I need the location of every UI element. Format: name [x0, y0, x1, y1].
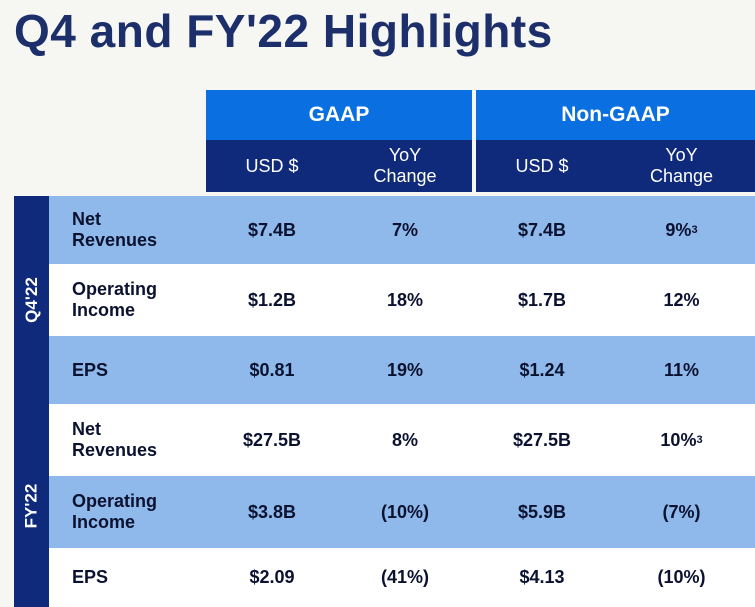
gaap-yoy-cell: 8%	[391, 429, 418, 450]
footnote-marker: 3	[696, 434, 703, 446]
period-fy-band: FY'22	[14, 404, 49, 607]
row-label: Net Revenues	[72, 419, 158, 460]
row-label: Net Revenues	[72, 209, 158, 250]
table-row: EPS $0.81 19% $1.24 11%	[49, 336, 755, 404]
non-gaap-yoy-cell: 9% 3	[665, 219, 698, 240]
non-gaap-usd-cell: $1.24	[519, 359, 565, 380]
non-gaap-usd-cell: $1.7B	[517, 289, 567, 310]
non-gaap-header: Non-GAAP	[476, 90, 755, 140]
table-row: Operating Income $1.2B 18% $1.7B 12%	[49, 264, 755, 336]
gaap-usd-cell: $27.5B	[242, 429, 302, 450]
table-row: Net Revenues $7.4B 7% $7.4B 9% 3	[49, 196, 755, 264]
non-gaap-yoy-header: YoY Change	[608, 140, 755, 192]
non-gaap-yoy-cell: 10% 3	[660, 429, 703, 450]
gaap-yoy-header: YoY Change	[338, 140, 472, 192]
non-gaap-usd-cell: $27.5B	[512, 429, 572, 450]
non-gaap-yoy-cell: (10%)	[657, 567, 706, 587]
period-fy-label: FY'22	[21, 483, 41, 528]
period-q4-label: Q4'22	[21, 277, 41, 323]
gaap-usd-cell: $3.8B	[247, 501, 297, 522]
non-gaap-usd-header: USD $	[476, 140, 608, 192]
gaap-usd-header: USD $	[206, 140, 338, 192]
period-q4-band: Q4'22	[14, 196, 49, 404]
row-label: Operating Income	[72, 279, 158, 320]
gaap-yoy-cell: 19%	[386, 359, 424, 380]
gaap-usd-cell: $1.2B	[247, 289, 297, 310]
table-row: Net Revenues $27.5B 8% $27.5B 10% 3	[49, 404, 755, 476]
gaap-usd-cell: $2.09	[249, 567, 295, 587]
row-label: EPS	[72, 359, 109, 380]
non-gaap-usd-cell: $4.13	[519, 567, 565, 587]
row-label: Operating Income	[72, 491, 158, 532]
gaap-usd-cell: $7.4B	[247, 219, 297, 240]
footnote-marker: 3	[691, 224, 698, 236]
page-title: Q4 and FY'22 Highlights	[14, 5, 553, 57]
gaap-yoy-cell: 18%	[386, 289, 424, 310]
gaap-header: GAAP	[206, 90, 472, 140]
non-gaap-usd-cell: $5.9B	[517, 501, 567, 522]
gaap-yoy-cell: (41%)	[380, 567, 429, 587]
header-divider	[472, 90, 476, 192]
gaap-yoy-cell: (10%)	[380, 501, 429, 522]
table-row: Operating Income $3.8B (10%) $5.9B (7%)	[49, 476, 755, 548]
non-gaap-yoy-cell: 11%	[663, 359, 700, 380]
non-gaap-usd-cell: $7.4B	[517, 219, 567, 240]
non-gaap-yoy-cell: (7%)	[662, 501, 701, 522]
gaap-yoy-cell: 7%	[391, 219, 418, 240]
gaap-usd-cell: $0.81	[249, 359, 295, 380]
non-gaap-yoy-cell: 12%	[663, 289, 700, 310]
table-row: EPS $2.09 (41%) $4.13 (10%)	[49, 548, 755, 607]
row-label: EPS	[72, 567, 109, 587]
